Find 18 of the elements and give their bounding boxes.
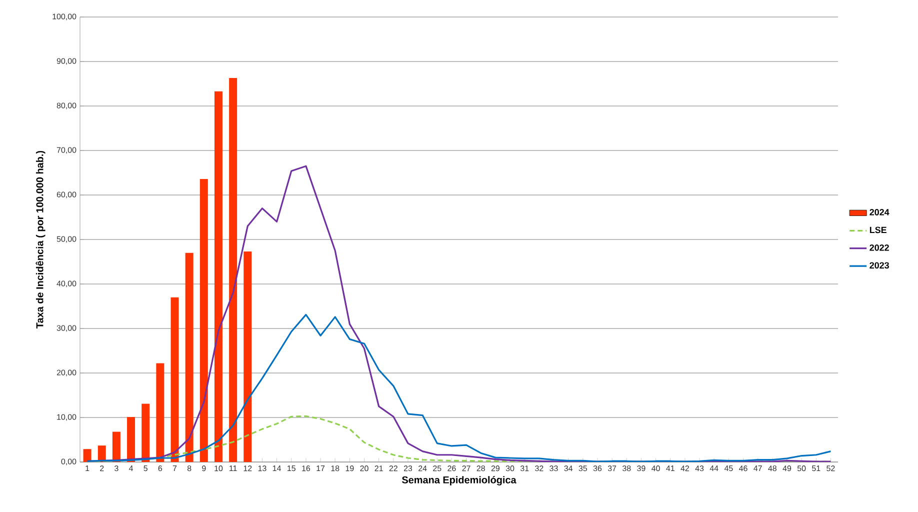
legend-label: LSE <box>870 226 886 234</box>
legend-label: 2023 <box>870 262 889 269</box>
line-series <box>86 314 832 462</box>
y-axis-title: Taxa de Incidência ( por 100.000 hab.) <box>36 150 46 328</box>
bar <box>112 432 120 462</box>
bar <box>142 404 150 462</box>
bar <box>244 252 252 462</box>
bar <box>229 78 238 462</box>
x-axis-title: Semana Epidemiológica <box>402 476 516 486</box>
bar <box>185 252 194 462</box>
bar <box>200 178 208 462</box>
bar <box>127 417 136 462</box>
legend-label: 2024 <box>870 209 890 216</box>
bar <box>214 91 222 462</box>
bar <box>156 363 164 462</box>
bar <box>83 449 92 462</box>
bar <box>170 297 179 462</box>
legend-label: 2022 <box>870 244 889 251</box>
